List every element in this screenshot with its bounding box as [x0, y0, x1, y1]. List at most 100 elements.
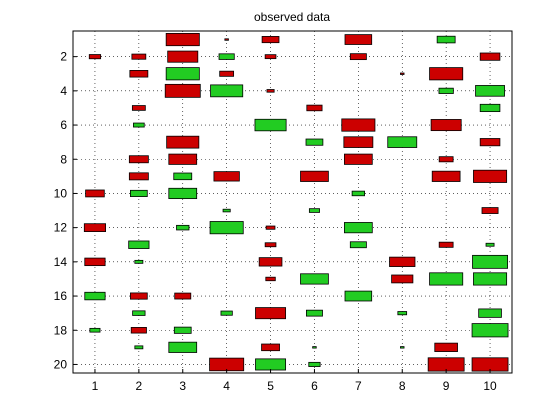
y-tick-label: 16: [54, 289, 68, 303]
x-tick-label: 5: [267, 379, 274, 393]
positive-cell-mark: [472, 254, 509, 269]
positive-cell-mark: [176, 224, 190, 231]
x-tick-label: 8: [399, 379, 406, 393]
negative-cell-mark: [130, 327, 147, 334]
x-tick-label: 4: [223, 379, 230, 393]
negative-cell-mark: [300, 170, 329, 182]
y-tick-label: 18: [54, 323, 68, 337]
positive-cell-mark: [438, 87, 454, 94]
negative-cell-mark: [429, 67, 464, 81]
positive-cell-mark: [89, 327, 101, 333]
negative-cell-mark: [430, 119, 462, 132]
negative-cell-mark: [473, 169, 508, 183]
positive-cell-mark: [209, 221, 244, 235]
positive-cell-mark: [168, 187, 198, 200]
y-tick-label: 12: [54, 221, 68, 235]
negative-cell-mark: [389, 256, 416, 267]
positive-cell-mark: [436, 35, 456, 44]
negative-cell-mark: [431, 170, 461, 182]
negative-cell-mark: [479, 138, 501, 147]
negative-cell-mark: [165, 33, 200, 47]
positive-cell-mark: [485, 242, 495, 247]
positive-cell-mark: [134, 259, 144, 264]
grid: [73, 31, 512, 373]
negative-cell-mark: [83, 223, 107, 232]
negative-cell-mark: [344, 153, 373, 165]
negative-cell-mark: [168, 153, 198, 165]
negative-cell-mark: [131, 53, 147, 60]
positive-cell-mark: [84, 291, 106, 301]
negative-cell-mark: [88, 54, 102, 60]
negative-cell-mark: [174, 292, 192, 300]
negative-cell-mark: [166, 135, 200, 149]
positive-cell-mark: [168, 341, 198, 353]
negative-cell-mark: [481, 207, 499, 214]
positive-cell-mark: [471, 323, 509, 338]
x-tick-label: 9: [443, 379, 450, 393]
positive-cell-mark: [473, 272, 508, 286]
positive-cell-mark: [400, 346, 405, 349]
positive-cell-mark: [134, 345, 144, 350]
negative-cell-mark: [400, 72, 405, 75]
positive-cell-mark: [349, 241, 367, 249]
y-tick-label: 10: [54, 186, 68, 200]
negative-cell-mark: [128, 155, 149, 164]
negative-cell-mark: [255, 307, 287, 320]
y-tick-label: 8: [60, 152, 67, 166]
negative-cell-mark: [213, 171, 240, 182]
positive-cell-mark: [397, 311, 408, 316]
positive-cell-mark: [351, 190, 365, 197]
x-tick-label: 3: [179, 379, 186, 393]
negative-cell-mark: [344, 34, 373, 45]
negative-cell-mark: [209, 357, 245, 372]
plot-frame: [72, 30, 513, 374]
positive-cell-mark: [173, 172, 193, 181]
negative-cell-mark: [264, 54, 277, 60]
positive-cell-mark: [218, 53, 235, 60]
negative-cell-mark: [129, 70, 149, 78]
negative-cell-mark: [391, 274, 414, 284]
negative-cell-mark: [343, 136, 374, 148]
positive-cell-mark: [387, 136, 418, 148]
negative-cell-mark: [438, 241, 454, 248]
positive-cell-mark: [220, 310, 233, 316]
negative-cell-mark: [219, 70, 235, 77]
positive-cell-mark: [305, 138, 324, 146]
negative-cell-mark: [264, 242, 277, 248]
x-tick-label: 2: [136, 379, 143, 393]
positive-cell-mark: [429, 272, 464, 286]
positive-cell-mark: [344, 222, 373, 234]
negative-cell-mark: [349, 53, 367, 61]
negative-cell-mark: [131, 105, 146, 111]
y-tick-label: 20: [54, 357, 68, 371]
x-tick-label: 6: [311, 379, 318, 393]
negative-cell-mark: [265, 225, 276, 230]
positive-cell-mark: [254, 118, 287, 132]
x-axis: 1 2 3 4 5 6 7 8 9 10: [92, 369, 497, 393]
y-tick-label: 2: [60, 50, 67, 64]
negative-cell-mark: [258, 257, 283, 267]
positive-cell-mark: [255, 358, 287, 371]
positive-cell-mark: [475, 85, 505, 97]
negative-cell-mark: [341, 118, 376, 132]
positive-cell-mark: [128, 240, 150, 249]
positive-cell-mark: [132, 310, 146, 316]
positive-cell-mark: [300, 273, 329, 285]
negative-cell-mark: [164, 83, 201, 98]
positive-cell-mark: [478, 308, 502, 318]
y-tick-label: 4: [60, 84, 67, 98]
negative-cell-mark: [434, 342, 458, 352]
negative-cell-mark: [167, 50, 199, 63]
positive-cell-mark: [210, 84, 244, 98]
positive-cell-mark: [165, 67, 200, 81]
positive-cell-mark: [133, 122, 145, 128]
positive-cell-mark: [308, 361, 321, 367]
negative-cell-mark: [266, 89, 275, 93]
negative-cell-mark: [438, 156, 454, 163]
positive-cell-mark: [173, 326, 192, 334]
negative-cell-mark: [479, 52, 501, 61]
x-tick-label: 7: [355, 379, 362, 393]
y-axis: 2 4 6 8 10 12 14 16 18 20: [54, 50, 77, 371]
positive-cell-mark: [479, 103, 501, 113]
